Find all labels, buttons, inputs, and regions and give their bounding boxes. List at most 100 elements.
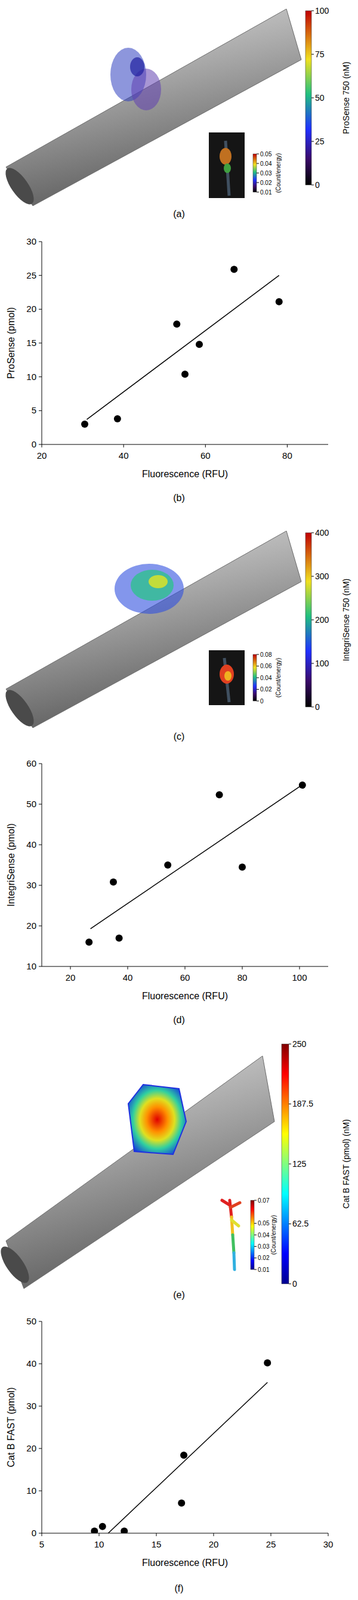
x-tick (299, 966, 301, 970)
scatter-panel: 0102030405051015202530Fluorescence (RFU)… (5, 1316, 333, 1569)
data-point (90, 1527, 98, 1534)
colorbar-tick (311, 707, 314, 708)
x-tick-label: 60 (200, 450, 211, 461)
vessel-opening (0, 163, 39, 209)
colorbar-label: ProSense 750 (nM) (341, 61, 351, 134)
y-tick-label: 10 (26, 961, 37, 972)
plot-marks (81, 265, 283, 428)
colorbar-tick (256, 654, 259, 656)
fit-line (107, 1382, 268, 1534)
colorbar-tick (256, 192, 259, 193)
y-tick (38, 1533, 42, 1535)
colorbar-tick (311, 10, 314, 12)
x-axis-label: Fluorescence (RFU) (142, 468, 228, 480)
colorbar-tick (288, 1044, 292, 1045)
colorbar-label: (Count/energy) (270, 1215, 277, 1256)
colorbar (305, 10, 312, 185)
vessel (5, 1056, 275, 1289)
colorbar-tick-label: 50 (315, 93, 325, 103)
colorbar-tick (311, 184, 314, 186)
data-point (181, 370, 189, 378)
inset-vessel (232, 1235, 234, 1253)
colorbar-tick (256, 701, 259, 702)
data-point (99, 1523, 107, 1531)
y-tick (38, 763, 42, 765)
inset-signal (219, 147, 232, 165)
colorbar-tick (254, 1269, 257, 1271)
caption: (c) (173, 731, 185, 742)
inset-vessel (233, 1253, 235, 1270)
x-axis (41, 444, 329, 446)
colorbar-tick (311, 663, 314, 665)
data-point (180, 1451, 188, 1459)
x-tick-label: 40 (118, 450, 129, 461)
vessel (5, 8, 302, 206)
vessel (5, 531, 302, 728)
y-tick (38, 804, 42, 805)
colorbar-tick-label: 125 (292, 1159, 307, 1169)
data-point (195, 340, 203, 348)
data-point (81, 420, 89, 428)
colorbar-tick-label: 187.5 (292, 1099, 314, 1109)
colorbar (252, 654, 257, 702)
y-tick (38, 885, 42, 887)
y-axis-label: IntegriSense (pmol) (5, 823, 17, 907)
x-tick-label: 80 (282, 450, 293, 461)
caption: (d) (173, 1014, 185, 1026)
signal (130, 569, 174, 601)
x-tick (41, 1533, 43, 1537)
y-tick-label: 60 (26, 758, 37, 769)
x-tick-label: 60 (180, 972, 191, 983)
y-tick-label: 30 (26, 1400, 37, 1412)
inset-signal (223, 163, 231, 174)
inset-vessel (231, 1220, 239, 1227)
colorbar-label: Cat B FAST (pmol) (nM) (341, 1119, 351, 1209)
colorbar (305, 532, 312, 708)
x-tick-label: 5 (39, 1539, 45, 1550)
colorbar-tick-label: 0.05 (260, 150, 273, 158)
y-tick (38, 1491, 42, 1492)
y-tick (38, 1448, 42, 1450)
x-tick-label: 15 (151, 1539, 162, 1550)
colorbar-tick (254, 1223, 257, 1224)
y-tick-label: 20 (26, 1443, 37, 1454)
colorbar-label: (Count/energy) (275, 658, 282, 699)
x-tick-label: 10 (94, 1539, 105, 1550)
colorbar-tick-label: 0.07 (257, 1197, 270, 1205)
y-tick-label: 30 (26, 880, 37, 891)
data-point (263, 1359, 271, 1367)
x-tick-label: 80 (237, 972, 248, 983)
x-tick (270, 1533, 272, 1537)
image-panel: 0255075100ProSense 750 (nM)0.010.020.030… (0, 5, 351, 209)
y-tick-label: 40 (26, 839, 37, 850)
vessel-opening (0, 1242, 35, 1288)
colorbar-tick (311, 532, 314, 534)
colorbar-tick-label: 0.04 (260, 160, 273, 168)
data-point (230, 265, 238, 273)
y-tick (38, 376, 42, 378)
plot-marks (85, 781, 307, 946)
x-tick-label: 40 (122, 972, 134, 983)
x-tick-label: 30 (323, 1539, 334, 1550)
image-panel: 062.5125187.5250Cat B FAST (pmol) (nM)0.… (0, 1039, 351, 1289)
y-tick-label: 50 (26, 1316, 37, 1327)
x-axis-label: Fluorescence (RFU) (142, 1557, 228, 1569)
colorbar-tick (288, 1164, 292, 1165)
inset-signal (224, 671, 232, 681)
signal (130, 57, 145, 77)
x-tick (41, 444, 43, 448)
colorbar-tick-label: 0 (315, 180, 320, 190)
y-tick-label: 0 (31, 1528, 37, 1539)
colorbar-tick-label: 250 (292, 1039, 307, 1049)
colorbar-tick-label: 0.03 (257, 1243, 270, 1251)
data-point (298, 781, 307, 789)
inset-signal (219, 664, 234, 684)
y-tick (38, 343, 42, 344)
signal (128, 1084, 187, 1155)
x-tick (242, 966, 243, 970)
y-tick-label: 5 (31, 405, 37, 416)
y-tick-label: 50 (26, 798, 37, 810)
y-tick (38, 275, 42, 276)
x-axis-label: Fluorescence (RFU) (142, 991, 228, 1002)
colorbar-tick (256, 677, 259, 679)
